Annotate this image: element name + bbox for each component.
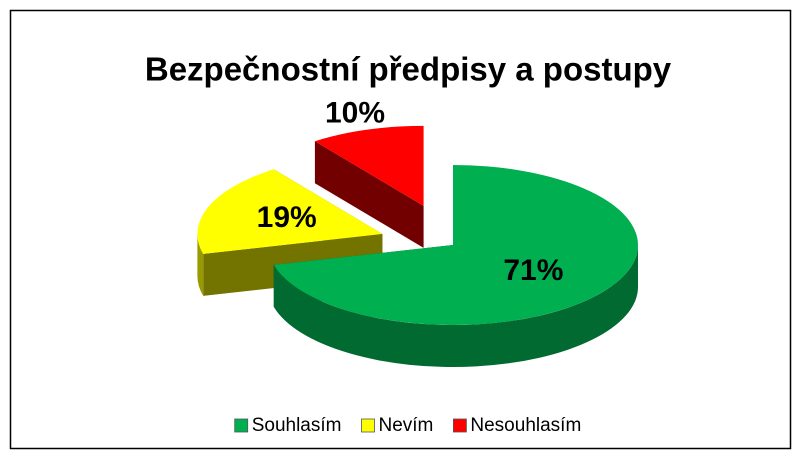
slice-face (314, 141, 424, 248)
slice-top (314, 125, 424, 206)
slice-top (197, 169, 383, 254)
data-label: 19% (257, 201, 317, 234)
legend-label: Souhlasím (252, 415, 342, 436)
data-label: 10% (325, 97, 385, 130)
legend-swatch (234, 418, 249, 433)
slice-side (197, 234, 204, 296)
legend-label: Nesouhlasím (470, 415, 581, 436)
pie-slice (273, 165, 638, 368)
legend-swatch (452, 418, 467, 433)
data-label: 71% (503, 254, 563, 287)
legend-label: Nevím (378, 415, 433, 436)
chart-title: Bezpečnostní předpisy a postupy (145, 51, 672, 88)
pie-slice (314, 125, 424, 248)
slice-side (273, 245, 638, 368)
legend-swatch (361, 418, 375, 433)
slice-top (273, 165, 638, 325)
